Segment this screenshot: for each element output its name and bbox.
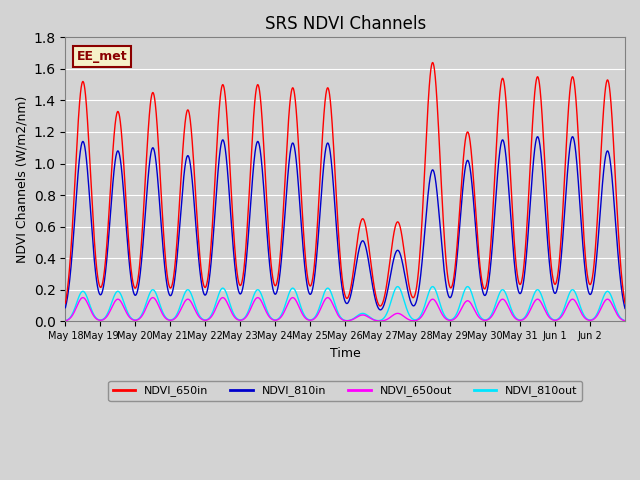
Y-axis label: NDVI Channels (W/m2/nm): NDVI Channels (W/m2/nm)	[15, 96, 28, 263]
Title: SRS NDVI Channels: SRS NDVI Channels	[264, 15, 426, 33]
Text: EE_met: EE_met	[77, 50, 127, 63]
Legend: NDVI_650in, NDVI_810in, NDVI_650out, NDVI_810out: NDVI_650in, NDVI_810in, NDVI_650out, NDV…	[108, 381, 582, 401]
X-axis label: Time: Time	[330, 347, 360, 360]
